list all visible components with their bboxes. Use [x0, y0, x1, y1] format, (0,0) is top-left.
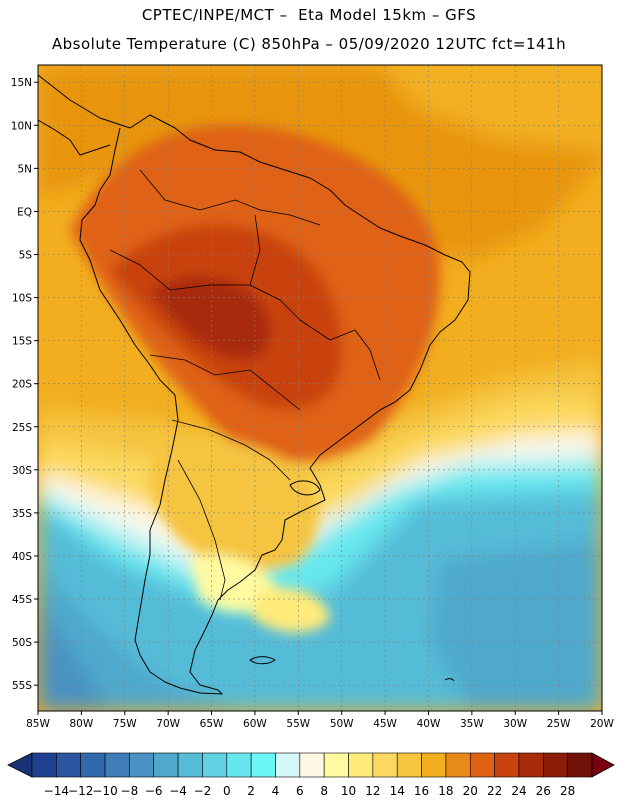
latitude-label: 15S — [12, 336, 32, 348]
longitude-label: 65W — [200, 718, 224, 730]
latitude-label: 25S — [12, 422, 32, 434]
country-borders — [109, 169, 381, 601]
colorbar-swatch — [56, 752, 81, 778]
colorbar-swatch — [445, 752, 471, 778]
latitude-label: EQ — [17, 206, 32, 218]
longitude-label: 80W — [70, 718, 94, 730]
colorbar-label: 4 — [272, 784, 280, 798]
temperature-field — [38, 65, 602, 711]
latitude-label: 10N — [11, 120, 32, 132]
latitude-label: 50S — [12, 637, 32, 649]
colorbar-label: 26 — [536, 784, 551, 798]
lat-lon-grid — [38, 65, 602, 711]
longitude-label: 55W — [286, 718, 310, 730]
latitude-label: 40S — [12, 551, 32, 563]
colorbar-swatch — [31, 752, 57, 778]
colorbar-label: 18 — [438, 784, 453, 798]
latitude-axis: 15N 10N 5N EQ 5S 10S 15S 20S 25S 30S 35S 40S 45S 50S 5… — [11, 77, 38, 692]
colorbar-label: 10 — [341, 784, 356, 798]
colorbar: −14 −12 −10 −8 −6 −4 −2 0 2 4 6 8 10 12 14 16 18 20 22 24 26… — [7, 752, 615, 798]
colorbar-label: 14 — [390, 784, 405, 798]
map-subtitle: Absolute Temperature (C) 850hPa – 05/09/… — [51, 35, 567, 53]
latitude-label: 5N — [17, 163, 32, 175]
longitude-label: 85W — [26, 718, 50, 730]
colorbar-swatch — [567, 752, 593, 778]
colorbar-swatch — [421, 752, 447, 778]
latitude-label: 55S — [12, 680, 32, 692]
longitude-label: 25W — [547, 718, 571, 730]
colorbar-swatch — [396, 752, 422, 778]
colorbar-label: −4 — [169, 784, 187, 798]
colorbar-label: 6 — [296, 784, 304, 798]
colorbar-swatch — [153, 752, 179, 778]
longitude-label: 30W — [503, 718, 527, 730]
longitude-axis: 85W 80W 75W 70W 65W 60W 55W 50W 45W 40W 35W 30W 25W 2… — [26, 711, 614, 730]
colorbar-label: −8 — [121, 784, 139, 798]
colorbar-label: 0 — [223, 784, 231, 798]
longitude-label: 70W — [156, 718, 180, 730]
colorbar-swatch — [469, 752, 495, 778]
longitude-label: 20W — [590, 718, 614, 730]
longitude-label: 35W — [460, 718, 484, 730]
colorbar-swatch — [543, 752, 568, 778]
colorbar-swatch — [129, 752, 155, 778]
colorbar-swatch — [348, 752, 374, 778]
colorbar-label: 28 — [560, 784, 575, 798]
map-title: CPTEC/INPE/MCT – Eta Model 15km – GFS — [141, 6, 477, 24]
colorbar-swatch — [323, 752, 349, 778]
colorbar-label: −2 — [194, 784, 212, 798]
colorbar-swatch — [494, 752, 520, 778]
coastlines — [37, 74, 471, 695]
colorbar-label: 16 — [414, 784, 429, 798]
latitude-label: 15N — [11, 77, 32, 89]
colorbar-swatch — [104, 752, 130, 778]
latitude-label: 5S — [19, 249, 33, 261]
colorbar-label: 12 — [365, 784, 380, 798]
colorbar-swatch — [518, 752, 544, 778]
latitude-label: 45S — [12, 594, 32, 606]
longitude-label: 75W — [113, 718, 137, 730]
latitude-label: 20S — [12, 379, 32, 391]
latitude-label: 30S — [12, 465, 32, 477]
colorbar-under-arrow — [7, 752, 33, 778]
latitude-label: 10S — [12, 293, 32, 305]
latitude-label: 35S — [12, 508, 32, 520]
colorbar-label: 20 — [463, 784, 478, 798]
longitude-label: 40W — [417, 718, 441, 730]
longitude-label: 45W — [373, 718, 397, 730]
colorbar-over-arrow — [591, 752, 615, 778]
colorbar-swatch — [80, 752, 106, 778]
colorbar-swatch — [250, 752, 276, 778]
colorbar-label: −10 — [92, 784, 117, 798]
map-frame — [37, 64, 603, 712]
colorbar-label: 8 — [320, 784, 328, 798]
colorbar-swatch — [372, 752, 398, 778]
colorbar-label: −12 — [68, 784, 93, 798]
colorbar-swatch — [202, 752, 228, 778]
colorbar-label: −6 — [145, 784, 163, 798]
colorbar-swatch — [177, 752, 203, 778]
colorbar-swatch — [275, 752, 301, 778]
colorbar-swatch — [226, 752, 252, 778]
colorbar-swatch — [299, 752, 325, 778]
colorbar-label: 22 — [487, 784, 502, 798]
colorbar-label: 2 — [247, 784, 255, 798]
colorbar-label: −14 — [44, 784, 69, 798]
colorbar-label: 24 — [511, 784, 526, 798]
longitude-label: 60W — [243, 718, 267, 730]
longitude-label: 50W — [330, 718, 354, 730]
